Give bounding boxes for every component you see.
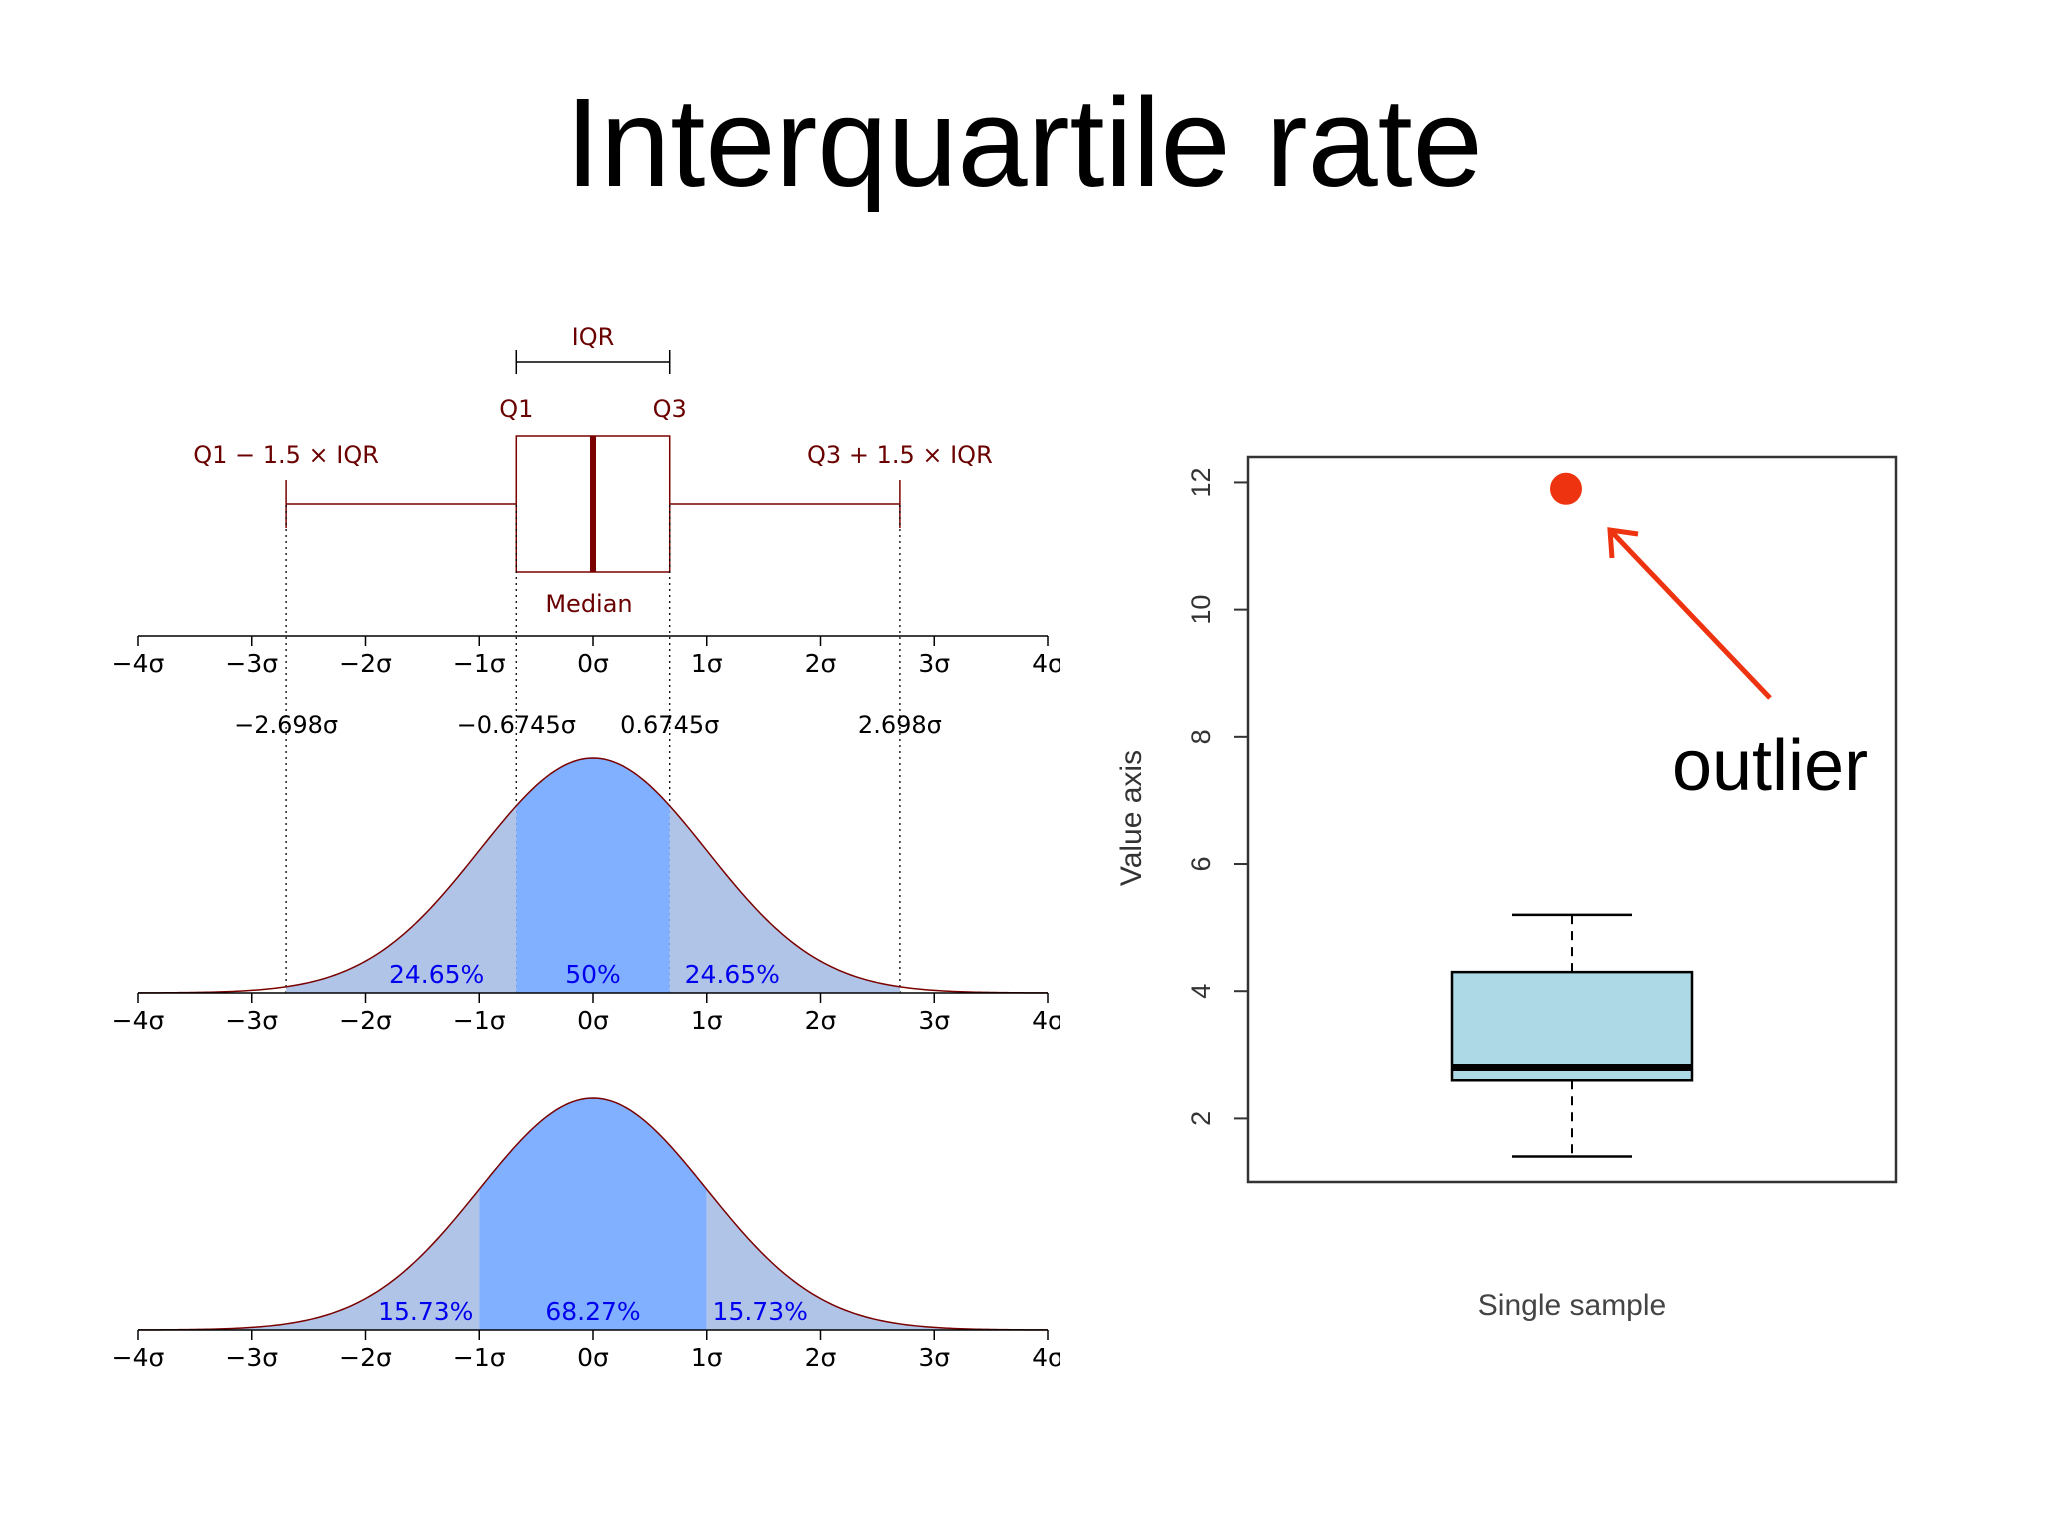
axis-normal-iqr: −4σ −3σ −2σ −1σ 0σ 1σ 2σ 3σ 4σ <box>112 992 1060 1035</box>
axis-tick-label: −1σ <box>453 649 506 678</box>
axis-tick-label: −3σ <box>225 1006 278 1035</box>
axis-tick-label: −2σ <box>339 1006 392 1035</box>
curve-region <box>286 805 517 993</box>
outlier-arrow-head <box>1607 527 1639 559</box>
axis-tick-label: −1σ <box>453 1006 506 1035</box>
region-label: 15.73% <box>378 1297 473 1326</box>
axis-tick-label: 1σ <box>691 1343 723 1372</box>
page-title: Interquartile rate <box>565 72 1483 213</box>
axis-normal-sigma: −4σ −3σ −2σ −1σ 0σ 1σ 2σ 3σ 4σ <box>112 1329 1060 1372</box>
median-label: Median <box>545 590 632 618</box>
box <box>1450 970 1694 1082</box>
normal-curve-sigma: 15.73% 68.27% 15.73% <box>137 1097 1049 1331</box>
axis-tick-label: 2σ <box>805 649 837 678</box>
axis-tick-label: 2σ <box>805 1006 837 1035</box>
y-tick-label: 8 <box>1186 729 1216 744</box>
region-label: 50% <box>565 960 621 989</box>
axis-tick-label: 3σ <box>918 649 950 678</box>
axis-tick-label: 0σ <box>577 1006 609 1035</box>
curve-region <box>669 805 900 993</box>
curve-region <box>706 1189 1048 1330</box>
boxplot-diagram: IQR Q1 Q3 Q1 − 1.5 × IQR Q3 + 1.5 × IQR … <box>193 323 993 739</box>
lower-fence-label: Q1 − 1.5 × IQR <box>193 441 379 469</box>
y-tick-label: 6 <box>1186 857 1216 872</box>
axis-tick-label: 3σ <box>918 1343 950 1372</box>
axis-tick-label: 1σ <box>691 1006 723 1035</box>
curve-outline <box>137 1097 1049 1331</box>
axis-tick-label: 3σ <box>918 1006 950 1035</box>
axis-tick-label: −3σ <box>225 1343 278 1372</box>
axis-tick-label: −2σ <box>339 1343 392 1372</box>
axis-tick-label: −4σ <box>112 1343 165 1372</box>
curve-region <box>516 758 670 993</box>
q3-label: Q3 <box>653 395 687 423</box>
region-label: 68.27% <box>545 1297 640 1326</box>
outlier-label: outlier <box>1672 726 1868 806</box>
region-label: 24.65% <box>685 960 780 989</box>
y-axis: 2 4 6 8 10 12 <box>1186 467 1248 1126</box>
curve-region <box>479 1098 707 1330</box>
upper-fence-label: Q3 + 1.5 × IQR <box>807 441 993 469</box>
region-label: 15.73% <box>713 1297 808 1326</box>
normal-distribution-figure: IQR Q1 Q3 Q1 − 1.5 × IQR Q3 + 1.5 × IQR … <box>112 323 1060 1372</box>
axis-tick-label: 0σ <box>577 649 609 678</box>
y-tick-label: 10 <box>1186 595 1216 625</box>
boxplot-figure: 2 4 6 8 10 12 Value axis Single sample outlie… <box>1115 455 1898 1322</box>
axis-tick-label: 4σ <box>1032 1006 1060 1035</box>
axis-tick-label: 1σ <box>691 649 723 678</box>
axis-tick-label: −4σ <box>112 649 165 678</box>
normal-curve-iqr: 24.65% 50% 24.65% <box>137 757 1049 994</box>
outlier-arrow <box>1608 528 1772 700</box>
axis-tick-label: −2σ <box>339 649 392 678</box>
axis-tick-label: 0σ <box>577 1343 609 1372</box>
axis-tick-label: 4σ <box>1032 649 1060 678</box>
curve-region <box>138 1189 480 1330</box>
q1-label: Q1 <box>499 395 533 423</box>
y-tick-label: 4 <box>1186 984 1216 999</box>
y-axis-label: Value axis <box>1115 750 1148 886</box>
region-label: 24.65% <box>389 960 484 989</box>
y-tick-label: 12 <box>1186 467 1216 497</box>
y-tick-label: 2 <box>1186 1111 1216 1126</box>
curve-outline <box>137 757 1049 994</box>
axis-tick-label: 4σ <box>1032 1343 1060 1372</box>
x-axis-label: Single sample <box>1478 1289 1666 1322</box>
axis-tick-label: 2σ <box>805 1343 837 1372</box>
outlier-point <box>1550 472 1582 505</box>
axis-boxplot: −4σ −3σ −2σ −1σ 0σ 1σ 2σ 3σ 4σ <box>112 635 1060 678</box>
iqr-label: IQR <box>572 323 615 351</box>
axis-tick-label: −4σ <box>112 1006 165 1035</box>
axis-tick-label: −1σ <box>453 1343 506 1372</box>
axis-tick-label: −3σ <box>225 649 278 678</box>
